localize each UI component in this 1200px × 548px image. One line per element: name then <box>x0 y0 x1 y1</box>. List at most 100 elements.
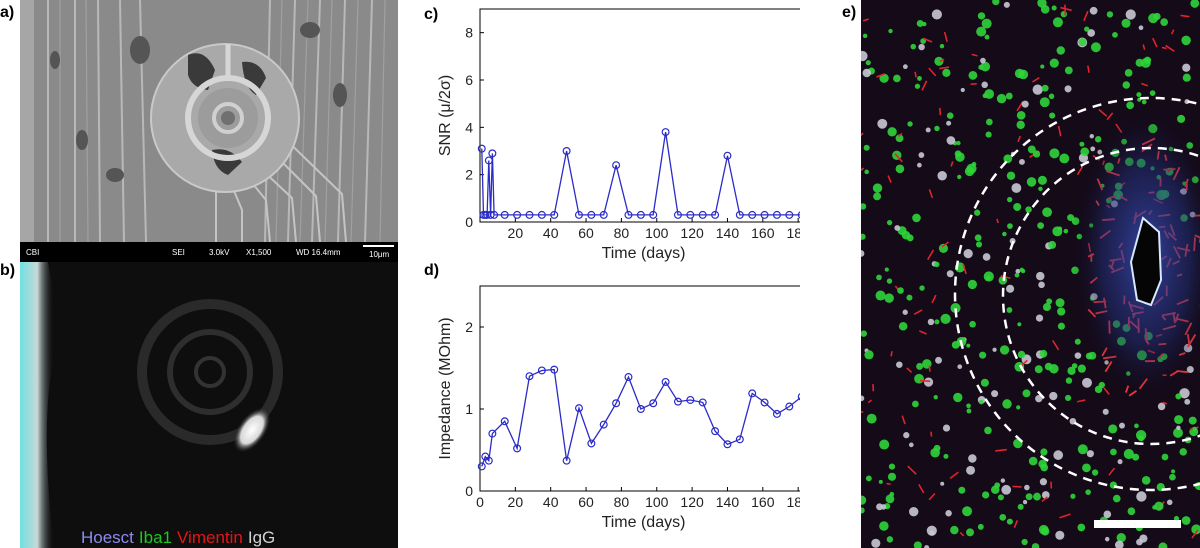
cell-nucleus <box>1127 507 1136 516</box>
cell-nucleus <box>1181 35 1191 46</box>
x-axis-label: Time (days) <box>602 245 686 262</box>
data-point <box>537 366 546 375</box>
cell-nucleus <box>1106 11 1114 18</box>
cell-nucleus <box>863 144 870 151</box>
data-point <box>484 156 493 165</box>
x-tick-label: 40 <box>543 225 559 241</box>
y-tick-label: 0 <box>465 483 473 499</box>
cell-nucleus <box>1138 25 1144 31</box>
cell-nucleus <box>902 309 908 315</box>
data-point <box>723 440 732 449</box>
sem-voltage: 3.0kV <box>209 248 230 257</box>
data-point <box>488 149 497 158</box>
vimentin-fiber <box>1013 520 1019 529</box>
cell-nucleus <box>969 320 976 328</box>
cell-nucleus <box>1055 530 1065 540</box>
cell-nucleus <box>1017 350 1026 359</box>
cell-nucleus <box>935 356 942 364</box>
cell-nucleus <box>1176 425 1181 431</box>
stain-igg: IgG <box>247 528 276 547</box>
tissue-micrograph <box>861 0 1200 548</box>
cell-nucleus <box>1182 73 1191 82</box>
cell-nucleus <box>1017 322 1022 327</box>
cell-nucleus <box>1124 69 1133 77</box>
x-tick-label: 80 <box>614 225 630 241</box>
cell-nucleus <box>862 33 868 39</box>
vimentin-fiber <box>995 448 1007 452</box>
cell-nucleus <box>1181 516 1191 525</box>
y-tick-label: 8 <box>465 25 473 41</box>
cell-nucleus <box>862 68 872 78</box>
cell-nucleus <box>884 267 889 272</box>
cell-nucleus <box>1059 153 1070 164</box>
data-point <box>574 210 583 219</box>
cell-nucleus <box>1184 398 1191 405</box>
cell-nucleus <box>1179 448 1187 456</box>
cell-nucleus <box>1086 450 1094 458</box>
cell-nucleus <box>1028 456 1038 466</box>
cell-nucleus <box>893 74 901 83</box>
cell-nucleus <box>946 270 954 278</box>
cell-nucleus <box>1166 499 1173 506</box>
data-point <box>797 393 800 401</box>
cell-nucleus <box>966 528 975 537</box>
cell-nucleus <box>1112 494 1121 503</box>
cell-nucleus <box>886 278 893 284</box>
cell-nucleus <box>1078 38 1087 47</box>
cell-nucleus <box>1067 214 1075 222</box>
vimentin-fiber <box>928 67 937 77</box>
cell-nucleus <box>982 491 990 499</box>
cell-nucleus <box>1158 542 1168 548</box>
cell-nucleus <box>991 485 1000 494</box>
cell-nucleus <box>916 362 924 370</box>
data-point <box>490 210 499 219</box>
vimentin-fiber <box>927 249 935 261</box>
cell-nucleus <box>924 545 930 548</box>
cell-nucleus <box>1040 5 1050 14</box>
cell-nucleus <box>1013 203 1022 211</box>
cell-nucleus <box>1026 177 1037 187</box>
cell-nucleus <box>1049 148 1060 159</box>
panel-c-letter: c) <box>424 6 439 23</box>
vimentin-fiber <box>938 107 942 116</box>
cell-nucleus <box>977 12 986 20</box>
cell-nucleus <box>971 161 977 167</box>
cell-nucleus <box>1117 459 1123 465</box>
vimentin-fiber <box>921 80 928 91</box>
cell-nucleus <box>1016 405 1021 410</box>
cell-nucleus <box>1161 453 1169 461</box>
cell-nucleus <box>945 509 952 517</box>
cell-nucleus <box>1006 196 1013 203</box>
cell-nucleus <box>1040 64 1045 69</box>
data-point <box>624 373 633 382</box>
cell-nucleus <box>1038 524 1049 535</box>
cell-nucleus <box>1160 18 1169 26</box>
data-point <box>698 210 707 219</box>
cell-nucleus <box>1021 100 1029 108</box>
data-point <box>513 444 522 453</box>
data-point <box>760 210 769 219</box>
y-tick-label: 2 <box>465 319 473 335</box>
cell-nucleus <box>1027 145 1036 154</box>
cell-nucleus <box>1016 120 1025 130</box>
snr-chart: 20 40 60 80 100 120 140 160 180 0 2 4 6 8 Time (days) S… <box>437 8 800 262</box>
vimentin-fiber <box>1087 65 1090 73</box>
cell-nucleus <box>1077 364 1086 373</box>
x-tick-label: 180 <box>786 225 800 241</box>
cell-nucleus <box>977 523 984 530</box>
cell-nucleus <box>1143 56 1152 64</box>
inner-boundary-circle <box>1001 146 1200 446</box>
cell-nucleus <box>1091 469 1099 476</box>
data-point <box>748 210 757 219</box>
cell-nucleus <box>982 253 991 261</box>
data-point <box>735 210 744 219</box>
cell-nucleus <box>1038 281 1045 289</box>
cell-nucleus <box>1057 226 1063 231</box>
vimentin-fiber <box>919 379 931 382</box>
y-tick-label: 4 <box>465 119 473 135</box>
cell-nucleus <box>1125 9 1136 20</box>
cell-nucleus <box>1064 66 1073 75</box>
cell-nucleus <box>979 351 987 359</box>
cell-nucleus <box>980 378 989 387</box>
cell-nucleus <box>958 486 966 494</box>
